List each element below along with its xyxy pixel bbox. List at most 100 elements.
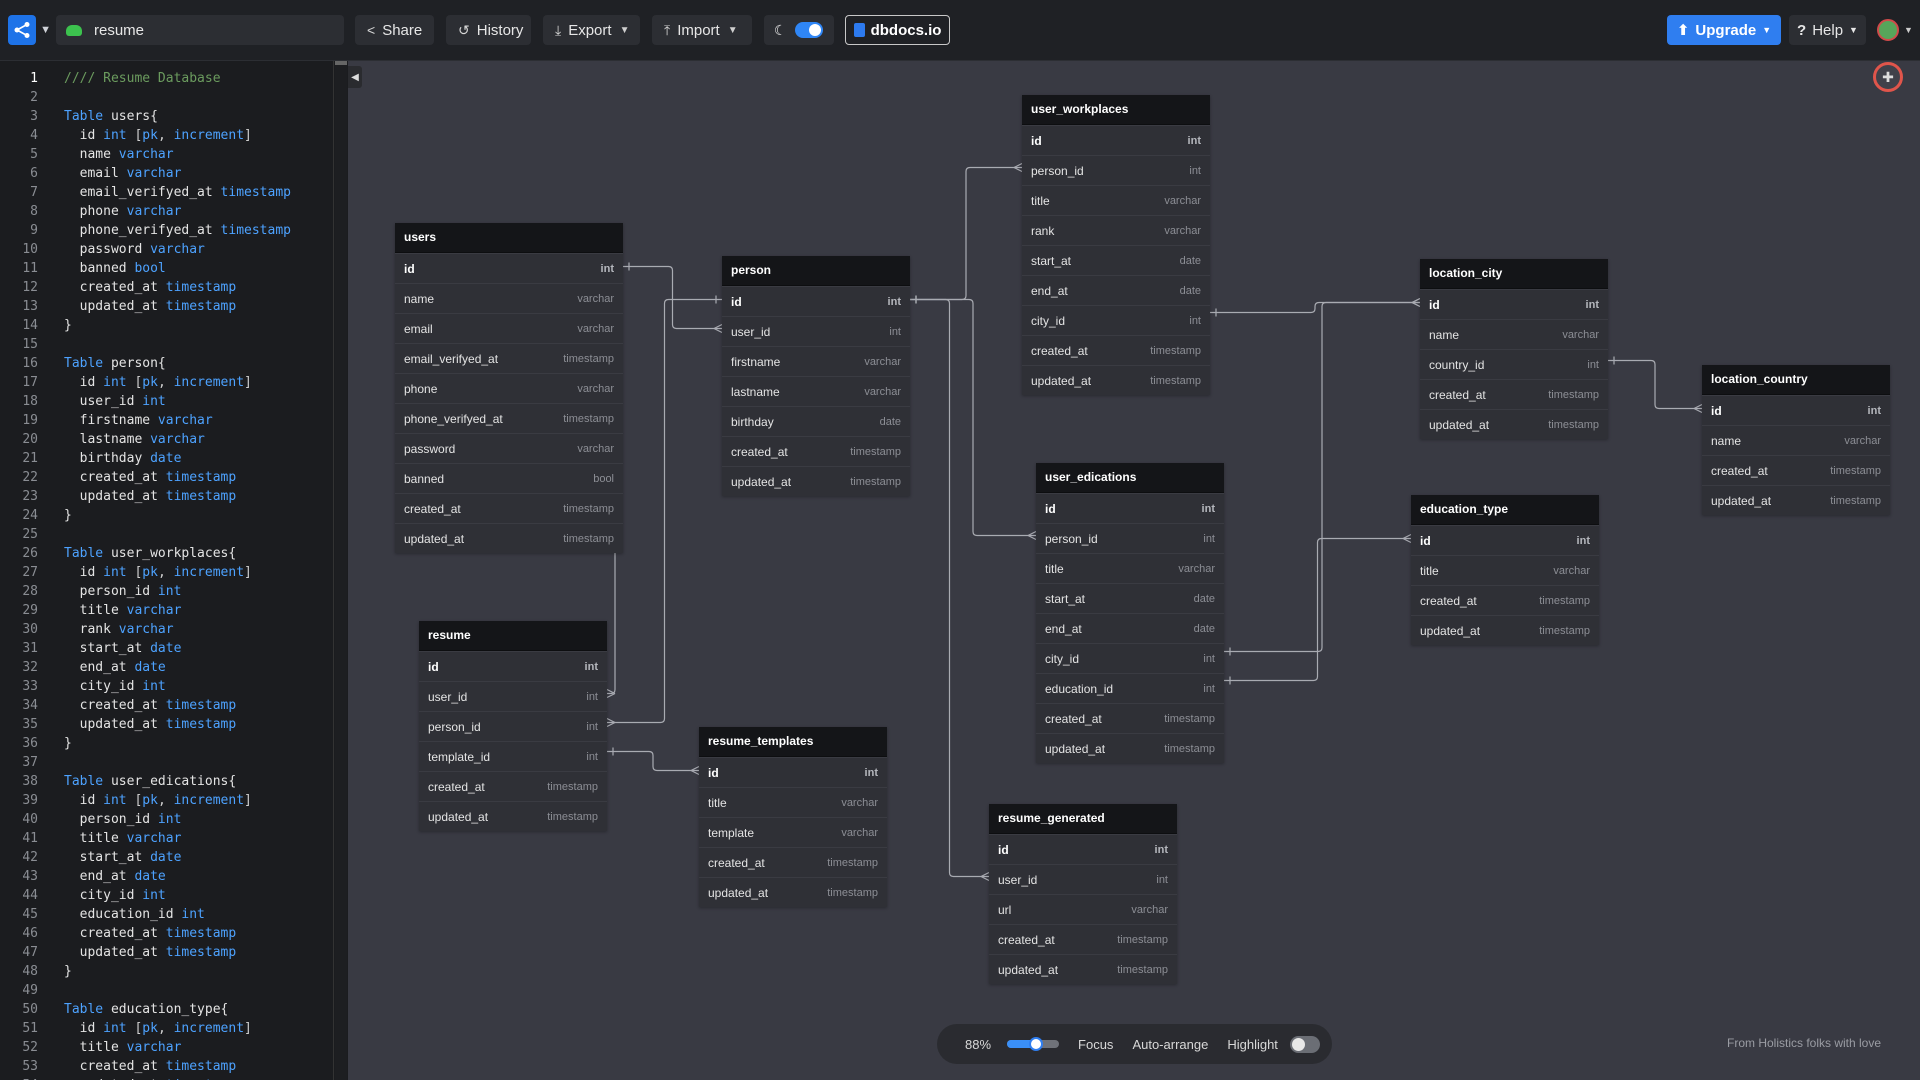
table-header[interactable]: education_type bbox=[1411, 495, 1599, 525]
table-field-row[interactable]: updated_at timestamp bbox=[1420, 409, 1608, 439]
table-field-row[interactable]: name varchar bbox=[1420, 319, 1608, 349]
table-field-row[interactable]: template varchar bbox=[699, 817, 887, 847]
table-field-row[interactable]: title varchar bbox=[1022, 185, 1210, 215]
table-user-workplaces[interactable]: user_workplaces id int person_id int title var… bbox=[1022, 95, 1210, 395]
table-field-row[interactable]: created_at timestamp bbox=[419, 771, 607, 801]
table-location-country[interactable]: location_country id int name varchar created_… bbox=[1702, 365, 1890, 515]
table-field-row[interactable]: title varchar bbox=[1036, 553, 1224, 583]
table-field-row[interactable]: created_at timestamp bbox=[1022, 335, 1210, 365]
table-group-icon[interactable]: ✚ bbox=[1873, 62, 1903, 92]
table-field-row[interactable]: id int bbox=[989, 834, 1177, 864]
table-field-row[interactable]: id int bbox=[395, 253, 623, 283]
table-field-row[interactable]: birthday date bbox=[722, 406, 910, 436]
table-field-row[interactable]: email_verifyed_at timestamp bbox=[395, 343, 623, 373]
table-field-row[interactable]: user_id int bbox=[419, 681, 607, 711]
relationship-line[interactable] bbox=[1608, 359, 1702, 410]
table-field-row[interactable]: person_id int bbox=[1036, 523, 1224, 553]
zoom-slider-knob[interactable] bbox=[1028, 1037, 1043, 1051]
table-field-row[interactable]: id int bbox=[1022, 125, 1210, 155]
table-field-row[interactable]: created_at timestamp bbox=[989, 924, 1177, 954]
table-user-edications[interactable]: user_edications id int person_id int title var… bbox=[1036, 463, 1224, 763]
table-field-row[interactable]: updated_at timestamp bbox=[395, 523, 623, 553]
table-field-row[interactable]: updated_at timestamp bbox=[722, 466, 910, 496]
relationship-line[interactable] bbox=[910, 166, 1022, 301]
table-field-row[interactable]: id int bbox=[419, 651, 607, 681]
help-button[interactable]: ? Help ▼ bbox=[1789, 15, 1866, 45]
table-field-row[interactable]: created_at timestamp bbox=[1036, 703, 1224, 733]
table-field-row[interactable]: password varchar bbox=[395, 433, 623, 463]
dbdocs-button[interactable]: dbdocs.io bbox=[845, 15, 950, 45]
table-field-row[interactable]: id int bbox=[1411, 525, 1599, 555]
table-field-row[interactable]: updated_at timestamp bbox=[1022, 365, 1210, 395]
export-button[interactable]: ⤓ Export ▼ bbox=[543, 15, 640, 45]
collapse-editor-button[interactable]: ◀ bbox=[348, 66, 362, 88]
zoom-slider[interactable] bbox=[1007, 1037, 1060, 1051]
table-field-row[interactable]: id int bbox=[1702, 395, 1890, 425]
table-field-row[interactable]: id int bbox=[722, 286, 910, 316]
dark-mode-toggle[interactable]: ☾ bbox=[764, 15, 834, 45]
relationship-line[interactable] bbox=[607, 750, 699, 772]
table-header[interactable]: person bbox=[722, 256, 910, 286]
table-field-row[interactable]: updated_at timestamp bbox=[1411, 615, 1599, 645]
table-header[interactable]: location_city bbox=[1420, 259, 1608, 289]
table-resume[interactable]: resume id int user_id int person_id int templat… bbox=[419, 621, 607, 831]
table-field-row[interactable]: title varchar bbox=[699, 787, 887, 817]
table-field-row[interactable]: id int bbox=[1036, 493, 1224, 523]
table-header[interactable]: location_country bbox=[1702, 365, 1890, 395]
table-field-row[interactable]: start_at date bbox=[1036, 583, 1224, 613]
table-header[interactable]: resume_generated bbox=[989, 804, 1177, 834]
table-field-row[interactable]: phone_verifyed_at timestamp bbox=[395, 403, 623, 433]
app-logo-menu[interactable]: ▼ bbox=[8, 14, 51, 46]
table-education-type[interactable]: education_type id int title varchar created_a… bbox=[1411, 495, 1599, 645]
table-header[interactable]: user_workplaces bbox=[1022, 95, 1210, 125]
relationship-line[interactable] bbox=[910, 298, 1036, 537]
table-header[interactable]: resume_templates bbox=[699, 727, 887, 757]
table-field-row[interactable]: template_id int bbox=[419, 741, 607, 771]
table-field-row[interactable]: lastname varchar bbox=[722, 376, 910, 406]
document-name-field[interactable]: resume bbox=[56, 15, 344, 45]
table-field-row[interactable]: name varchar bbox=[1702, 425, 1890, 455]
table-header[interactable]: resume bbox=[419, 621, 607, 651]
table-field-row[interactable]: title varchar bbox=[1411, 555, 1599, 585]
table-resume-templates[interactable]: resume_templates id int title varchar templat… bbox=[699, 727, 887, 907]
table-header[interactable]: users bbox=[395, 223, 623, 253]
history-button[interactable]: ↺ History bbox=[446, 15, 531, 45]
table-field-row[interactable]: end_at date bbox=[1022, 275, 1210, 305]
editor-scrollbar[interactable] bbox=[335, 61, 347, 1080]
table-header[interactable]: user_edications bbox=[1036, 463, 1224, 493]
table-field-row[interactable]: education_id int bbox=[1036, 673, 1224, 703]
upgrade-button[interactable]: ⬆ Upgrade ▼ bbox=[1667, 15, 1781, 45]
table-field-row[interactable]: end_at date bbox=[1036, 613, 1224, 643]
table-field-row[interactable]: city_id int bbox=[1022, 305, 1210, 335]
table-field-row[interactable]: phone varchar bbox=[395, 373, 623, 403]
table-users[interactable]: users id int name varchar email varchar email_v… bbox=[395, 223, 623, 553]
table-field-row[interactable]: email varchar bbox=[395, 313, 623, 343]
table-field-row[interactable]: person_id int bbox=[419, 711, 607, 741]
table-field-row[interactable]: updated_at timestamp bbox=[1702, 485, 1890, 515]
table-field-row[interactable]: updated_at timestamp bbox=[1036, 733, 1224, 763]
table-field-row[interactable]: created_at timestamp bbox=[1411, 585, 1599, 615]
table-field-row[interactable]: name varchar bbox=[395, 283, 623, 313]
import-button[interactable]: ⤒ Import ▼ bbox=[652, 15, 752, 45]
relationship-line[interactable] bbox=[1210, 301, 1420, 314]
table-field-row[interactable]: city_id int bbox=[1036, 643, 1224, 673]
dbml-code-editor[interactable]: 1//// Resume Database 2 3 Table users{4 id … bbox=[0, 61, 348, 1080]
highlight-toggle[interactable] bbox=[1289, 1035, 1320, 1053]
theme-switch[interactable] bbox=[794, 22, 823, 38]
table-resume-generated[interactable]: resume_generated id int user_id int url varcha… bbox=[989, 804, 1177, 984]
relationship-line[interactable] bbox=[1224, 537, 1411, 682]
table-field-row[interactable]: url varchar bbox=[989, 894, 1177, 924]
table-field-row[interactable]: created_at timestamp bbox=[395, 493, 623, 523]
share-button[interactable]: < Share bbox=[355, 15, 434, 45]
relationship-line[interactable] bbox=[623, 265, 722, 330]
table-person[interactable]: person id int user_id int firstname varchar las… bbox=[722, 256, 910, 496]
table-field-row[interactable]: user_id int bbox=[989, 864, 1177, 894]
table-field-row[interactable]: rank varchar bbox=[1022, 215, 1210, 245]
table-field-row[interactable]: firstname varchar bbox=[722, 346, 910, 376]
table-field-row[interactable]: person_id int bbox=[1022, 155, 1210, 185]
relationship-line[interactable] bbox=[607, 298, 722, 724]
table-field-row[interactable]: banned bool bbox=[395, 463, 623, 493]
table-field-row[interactable]: updated_at timestamp bbox=[419, 801, 607, 831]
user-avatar-menu[interactable]: ▼ bbox=[1877, 15, 1913, 45]
table-field-row[interactable]: country_id int bbox=[1420, 349, 1608, 379]
